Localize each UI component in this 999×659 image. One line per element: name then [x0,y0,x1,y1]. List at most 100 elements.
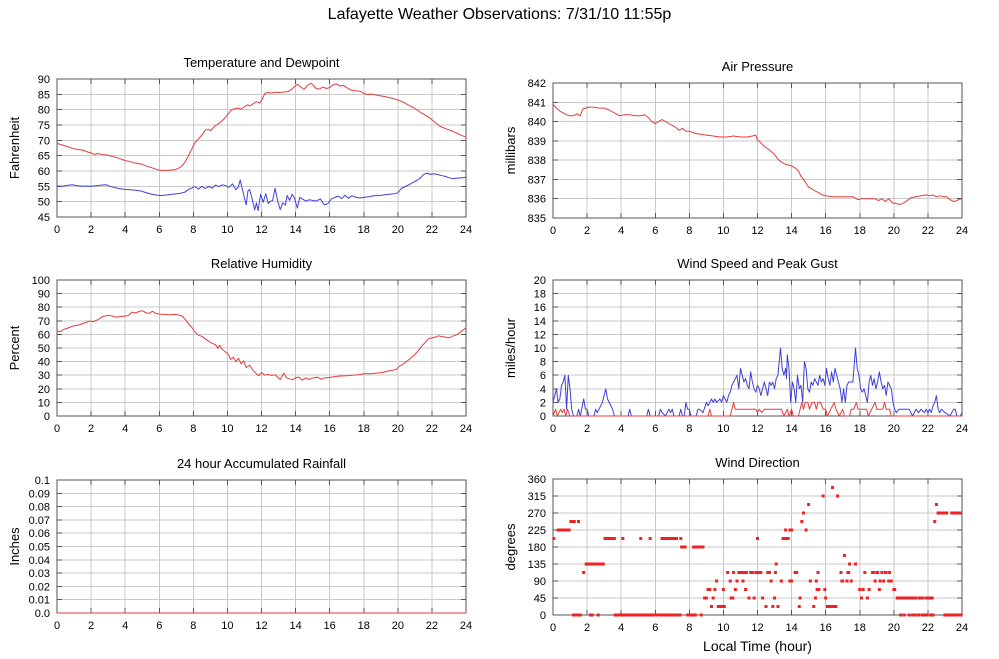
y-tick-label: 45 [38,212,50,224]
x-tick-label: 22 [922,622,934,634]
gridlines [56,479,467,614]
chart-title: Wind Direction [715,455,800,470]
series-relative-humidity [56,310,467,381]
x-tick-label: 22 [426,423,438,435]
x-tick-label: 22 [426,224,438,236]
x-tick-label: 16 [820,622,832,634]
chart-rainfall: 0 2 4 6 8 10 12 14 16 18 20 22 240.00.010.020.030.04… [7,456,472,632]
y-tick-label: 0.04 [29,555,50,567]
y-tick-label: 835 [528,213,546,225]
y-tick-label: 16 [534,302,546,314]
y-tick-label: 45 [534,593,546,605]
y-tick-label: 840 [528,117,546,129]
tick-marks [552,82,963,219]
x-tick-label: 2 [584,423,590,435]
chart-windspeed: 0 2 4 6 8 10 12 14 16 18 20 22 2402468101214161820Wi… [503,256,968,435]
y-tick-label: 180 [528,542,546,554]
x-tick-label: 12 [751,423,763,435]
chart-winddirection: 0 2 4 6 8 10 12 14 16 18 20 22 240459013518022527031… [503,455,968,654]
x-tick-label: 22 [922,225,934,237]
gridlines [552,478,963,616]
x-tick-label: 18 [358,620,370,632]
y-tick-label: 0.02 [29,581,50,593]
x-tick-label: 8 [686,225,692,237]
x-tick-label: 4 [122,224,128,236]
tick-labels: 0 2 4 6 8 10 12 14 16 18 20 22 248358368378388398408… [528,78,968,237]
y-tick-label: 837 [528,174,546,186]
x-tick-label: 24 [956,225,968,237]
gridlines [552,279,963,417]
y-tick-label: 0.1 [35,475,50,487]
y-tick-label: 360 [528,474,546,486]
x-tick-label: 14 [785,622,797,634]
x-tick-label: 0 [54,423,60,435]
x-tick-label: 20 [888,423,900,435]
x-axis-label: Local Time (hour) [703,638,812,654]
y-tick-label: 75 [38,120,50,132]
y-tick-label: 14 [534,316,546,328]
y-tick-label: 20 [38,384,50,396]
x-tick-label: 2 [88,620,94,632]
x-tick-label: 6 [156,423,162,435]
y-tick-label: 80 [38,302,50,314]
chart-title: Wind Speed and Peak Gust [677,256,838,271]
x-tick-label: 0 [550,423,556,435]
y-tick-label: 40 [38,357,50,369]
series-pressure [552,103,963,205]
series-wind-speed [552,401,963,417]
y-tick-label: 315 [528,491,546,503]
x-tick-label: 2 [584,225,590,237]
series-peak-gust [552,347,963,417]
x-tick-label: 10 [221,620,233,632]
x-tick-label: 8 [686,622,692,634]
x-tick-label: 6 [156,620,162,632]
chart-title: Temperature and Dewpoint [183,55,339,70]
y-tick-label: 0.05 [29,542,50,554]
x-tick-label: 14 [289,224,301,236]
chart-title: 24 hour Accumulated Rainfall [177,456,346,471]
y-tick-label: 838 [528,155,546,167]
x-tick-label: 2 [88,224,94,236]
x-tick-label: 4 [122,620,128,632]
x-tick-label: 8 [686,423,692,435]
y-tick-label: 0.08 [29,502,50,514]
x-tick-label: 10 [717,225,729,237]
y-axis-label: Percent [7,325,22,370]
x-tick-label: 20 [392,423,404,435]
x-tick-label: 24 [956,423,968,435]
x-tick-label: 24 [956,622,968,634]
y-tick-label: 841 [528,97,546,109]
x-tick-label: 0 [54,224,60,236]
x-tick-label: 12 [255,224,267,236]
tick-labels: 0 2 4 6 8 10 12 14 16 18 20 22 240102030405060708090… [32,275,472,435]
y-tick-label: 55 [38,181,50,193]
y-tick-label: 0.01 [29,595,50,607]
x-tick-label: 0 [550,225,556,237]
x-tick-label: 20 [888,622,900,634]
x-tick-label: 8 [190,224,196,236]
y-tick-label: 20 [534,275,546,287]
tick-labels: 0 2 4 6 8 10 12 14 16 18 20 22 240459013518022527031… [528,474,968,634]
y-tick-label: 65 [38,151,50,163]
y-tick-label: 0.03 [29,568,50,580]
y-tick-label: 85 [38,89,50,101]
y-tick-label: 0 [540,610,546,622]
x-tick-label: 6 [652,622,658,634]
chart-humidity: 0 2 4 6 8 10 12 14 16 18 20 22 240102030405060708090… [7,256,472,435]
x-tick-label: 14 [289,620,301,632]
x-tick-label: 6 [652,225,658,237]
gridlines [552,82,963,219]
x-tick-label: 20 [392,224,404,236]
x-tick-label: 12 [751,622,763,634]
chart-title: Relative Humidity [211,256,313,271]
x-tick-label: 18 [854,225,866,237]
x-tick-label: 6 [156,224,162,236]
y-tick-label: 839 [528,136,546,148]
tick-labels: 0 2 4 6 8 10 12 14 16 18 20 22 240.00.010.020.030.04… [29,475,473,632]
y-tick-label: 836 [528,194,546,206]
x-tick-label: 10 [717,622,729,634]
y-tick-label: 50 [38,343,50,355]
gridlines [56,279,467,417]
y-tick-label: 90 [534,576,546,588]
